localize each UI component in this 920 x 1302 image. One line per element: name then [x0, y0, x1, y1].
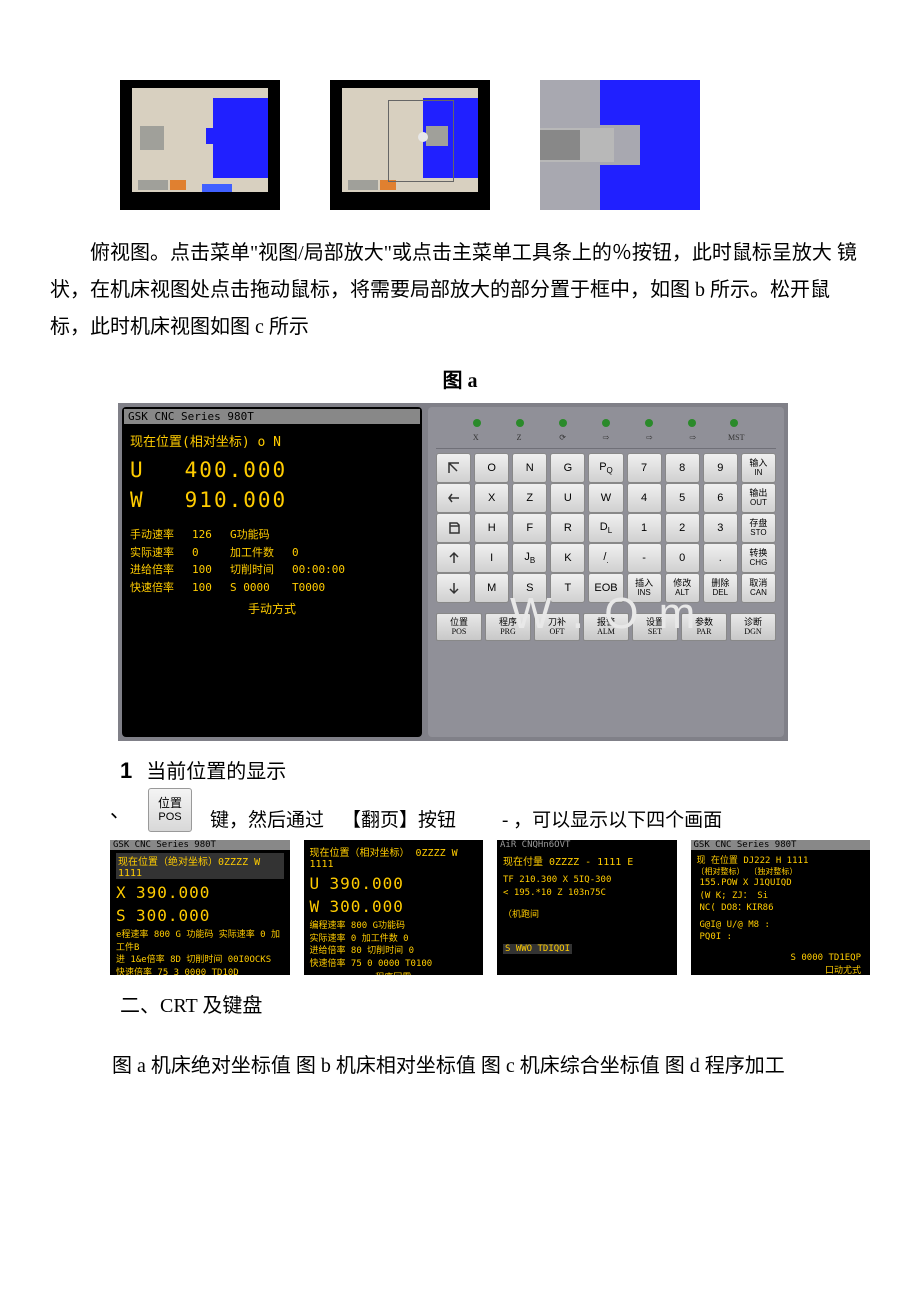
- backtick: 、: [110, 794, 130, 823]
- key-.[interactable]: .: [703, 543, 738, 573]
- crt-mode: 手动方式: [130, 600, 414, 617]
- section-1-title: 当前位置的显示: [146, 755, 286, 784]
- key-i[interactable]: I: [474, 543, 509, 573]
- key-5[interactable]: 5: [665, 483, 700, 513]
- key-eob[interactable]: EOB: [588, 573, 623, 603]
- key-3[interactable]: 3: [703, 513, 738, 543]
- inline-t1: 键，然后通过: [210, 805, 324, 832]
- key-7[interactable]: 7: [627, 453, 662, 483]
- led-indicator: [516, 419, 524, 427]
- keypad-panel: XZ⟳⇨⇨⇨MST ONGPQ789输入INXZUW456输出OUTHFRDL1…: [428, 407, 784, 737]
- led-indicator: [688, 419, 696, 427]
- led-indicator: [559, 419, 567, 427]
- keypad-row: HFRDL123存盘STO: [436, 513, 776, 543]
- thumbnail-row: [120, 80, 870, 210]
- key-z[interactable]: Z: [512, 483, 547, 513]
- mini-screens-row: GSK CNC Series 980T 现在位置（绝对坐标）0ZZZZ W 11…: [110, 840, 870, 975]
- key-r[interactable]: R: [550, 513, 585, 543]
- mini-d: GSK CNC Series 980T 现 在位置 DJ222 H 1111 〔…: [691, 840, 871, 975]
- key-4[interactable]: 4: [627, 483, 662, 513]
- crt-w-row: W 910.000: [130, 488, 414, 512]
- key-0[interactable]: 0: [665, 543, 700, 573]
- heading-crt-keyboard: 二、CRT 及键盘: [120, 989, 870, 1018]
- key-w[interactable]: W: [588, 483, 623, 513]
- key-s[interactable]: S: [512, 573, 547, 603]
- arrow-up-key[interactable]: [436, 543, 471, 573]
- key-o[interactable]: O: [474, 453, 509, 483]
- inline-t2: 【翻页】按钮: [342, 805, 456, 832]
- key-alt[interactable]: 修改ALT: [665, 573, 700, 603]
- softkey-set[interactable]: 设置SET: [632, 613, 678, 641]
- softkey-prg[interactable]: 程序PRG: [485, 613, 531, 641]
- key-t[interactable]: T: [550, 573, 585, 603]
- key-sto[interactable]: 存盘STO: [741, 513, 776, 543]
- key-6[interactable]: 6: [703, 483, 738, 513]
- key-g[interactable]: G: [550, 453, 585, 483]
- led-indicator: [602, 419, 610, 427]
- crt-u-row: U 400.000: [130, 458, 414, 482]
- paragraph-main: 俯视图。点击菜单"视图/局部放大"或点击主菜单工具条上的％按钮，此时鼠标呈放大 …: [50, 235, 870, 346]
- led-label-row: XZ⟳⇨⇨⇨MST: [436, 433, 776, 449]
- softkey-par[interactable]: 参数PAR: [681, 613, 727, 641]
- crt-titlebar: GSK CNC Series 980T: [124, 409, 420, 424]
- thumb-b: [330, 80, 490, 210]
- mini-b: 现在位置（相对坐标） 0ZZZZ W 1111 U390.000 W300.00…: [304, 840, 484, 975]
- led-indicator: [473, 419, 481, 427]
- mini-c: AiR CNQHn6OVT 现在付量 0ZZZZ - 1111 E TF 210…: [497, 840, 677, 975]
- mini-a: GSK CNC Series 980T 现在位置（绝对坐标）0ZZZZ W 11…: [110, 840, 290, 975]
- key-9[interactable]: 9: [703, 453, 738, 483]
- section-1-header: 1 当前位置的显示: [120, 755, 870, 784]
- key-1[interactable]: 1: [627, 513, 662, 543]
- key-p[interactable]: PQ: [588, 453, 623, 483]
- keypad-row: XZUW456输出OUT: [436, 483, 776, 513]
- led-row: [436, 415, 776, 429]
- key-j[interactable]: JB: [512, 543, 547, 573]
- arrow-left-key[interactable]: [436, 483, 471, 513]
- key-in[interactable]: 输入IN: [741, 453, 776, 483]
- softkey-row: 位置POS程序PRG刀补OFT报警ALM设置SET参数PAR诊断DGN: [436, 613, 776, 641]
- key-/[interactable]: /.: [588, 543, 623, 573]
- key-f[interactable]: F: [512, 513, 547, 543]
- softkey-pos[interactable]: 位置POS: [436, 613, 482, 641]
- keypad-row: ONGPQ789输入IN: [436, 453, 776, 483]
- key-out[interactable]: 输出OUT: [741, 483, 776, 513]
- cnc-panel: GSK CNC Series 980T 现在位置(相对坐标) o N U 400…: [118, 403, 788, 741]
- doc-key[interactable]: [436, 513, 471, 543]
- led-indicator: [645, 419, 653, 427]
- key-x[interactable]: X: [474, 483, 509, 513]
- section-1-num: 1: [120, 758, 132, 784]
- key-d[interactable]: DL: [588, 513, 623, 543]
- key-m[interactable]: M: [474, 573, 509, 603]
- key-can[interactable]: 取消CAN: [741, 573, 776, 603]
- crt-heading: 现在位置(相对坐标) o N: [130, 431, 414, 450]
- crt-screen: GSK CNC Series 980T 现在位置(相对坐标) o N U 400…: [122, 407, 422, 737]
- paragraph-figs: 图 a 机床绝对坐标值 图 b 机床相对坐标值 图 c 机床综合坐标值 图 d …: [72, 1048, 870, 1085]
- inline-instruction: 、 位置 POS 键，然后通过 【翻页】按钮 - ，可以显示以下四个画面: [110, 788, 870, 832]
- key--[interactable]: -: [627, 543, 662, 573]
- crt-info-table: 手动速率126G功能码实际速率0加工件数0进给倍率100切削时间00:00:00…: [130, 526, 414, 596]
- figure-caption-a: 图 a: [50, 364, 870, 393]
- key-u[interactable]: U: [550, 483, 585, 513]
- key-2[interactable]: 2: [665, 513, 700, 543]
- keypad-row: MSTEOB插入INS修改ALT删除DEL取消CAN: [436, 573, 776, 603]
- key-ins[interactable]: 插入INS: [627, 573, 662, 603]
- softkey-alm[interactable]: 报警ALM: [583, 613, 629, 641]
- keypad-row: IJBK/.-0.转换CHG: [436, 543, 776, 573]
- key-k[interactable]: K: [550, 543, 585, 573]
- key-n[interactable]: N: [512, 453, 547, 483]
- key-del[interactable]: 删除DEL: [703, 573, 738, 603]
- inline-t3: - ，可以显示以下四个画面: [502, 805, 722, 832]
- thumb-c: [540, 80, 700, 210]
- key-chg[interactable]: 转换CHG: [741, 543, 776, 573]
- arrow-nw-key[interactable]: [436, 453, 471, 483]
- led-indicator: [730, 419, 738, 427]
- arrow-down-key[interactable]: [436, 573, 471, 603]
- softkey-oft[interactable]: 刀补OFT: [534, 613, 580, 641]
- key-h[interactable]: H: [474, 513, 509, 543]
- pos-key-button[interactable]: 位置 POS: [148, 788, 192, 832]
- softkey-dgn[interactable]: 诊断DGN: [730, 613, 776, 641]
- thumb-a: [120, 80, 280, 210]
- key-8[interactable]: 8: [665, 453, 700, 483]
